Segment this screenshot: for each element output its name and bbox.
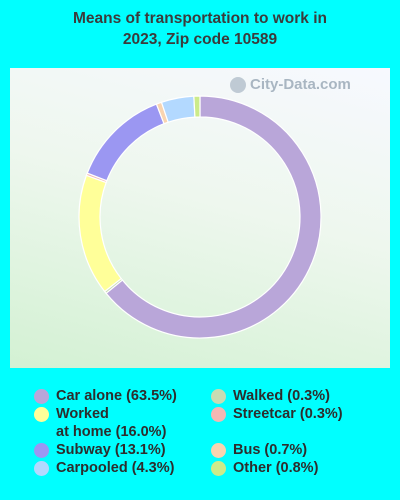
- watermark-text: City-Data.com: [250, 76, 351, 93]
- legend-swatch: [34, 389, 49, 404]
- donut-slice-carpooled: [160, 95, 196, 123]
- legend-item-bus: Bus (0.7%): [211, 441, 307, 459]
- legend-label: Bus (0.7%): [233, 442, 308, 458]
- legend-label: Walked (0.3%): [233, 388, 330, 404]
- legend-swatch: [211, 389, 226, 404]
- legend-swatch: [211, 407, 226, 422]
- donut-slice-worked-at-home: [78, 174, 123, 293]
- legend-item-streetcar: Streetcar (0.3%): [211, 405, 343, 423]
- legend-item-walked: Walked (0.3%): [211, 387, 330, 405]
- donut-slice-car-alone: [105, 95, 322, 339]
- chart-title: Means of transportation to work in 2023,…: [0, 8, 400, 50]
- legend-swatch: [34, 443, 49, 458]
- legend-item-other: Other (0.8%): [211, 459, 318, 477]
- legend-label: Carpooled (4.3%): [56, 460, 175, 476]
- chart-title-line1: Means of transportation to work in: [72, 10, 328, 27]
- legend-label: Streetcar (0.3%): [233, 406, 343, 422]
- legend-swatch: [211, 443, 226, 458]
- legend-item-worked-at-home: Worked at home (16.0%): [34, 405, 166, 441]
- legend-swatch: [34, 461, 49, 476]
- legend-item-subway: Subway (13.1%): [34, 441, 166, 459]
- legend-swatch: [211, 461, 226, 476]
- legend-label: Other (0.8%): [233, 460, 319, 476]
- donut-slice-other: [193, 95, 201, 118]
- legend-label: Car alone (63.5%): [56, 388, 177, 404]
- legend-label: Subway (13.1%): [56, 442, 166, 458]
- legend: Car alone (63.5%) Worked at home (16.0%) S…: [0, 384, 400, 500]
- chart-title-line2: 2023, Zip code 10589: [122, 31, 278, 48]
- legend-item-carpooled: Carpooled (4.3%): [34, 459, 174, 477]
- legend-label: Worked at home (16.0%): [56, 406, 167, 440]
- city-data-logo-icon: [230, 76, 246, 93]
- watermark: City-Data.com: [230, 76, 351, 93]
- legend-swatch: [34, 407, 49, 422]
- legend-item-car-alone: Car alone (63.5%): [34, 387, 177, 405]
- donut-slice-subway: [86, 103, 165, 182]
